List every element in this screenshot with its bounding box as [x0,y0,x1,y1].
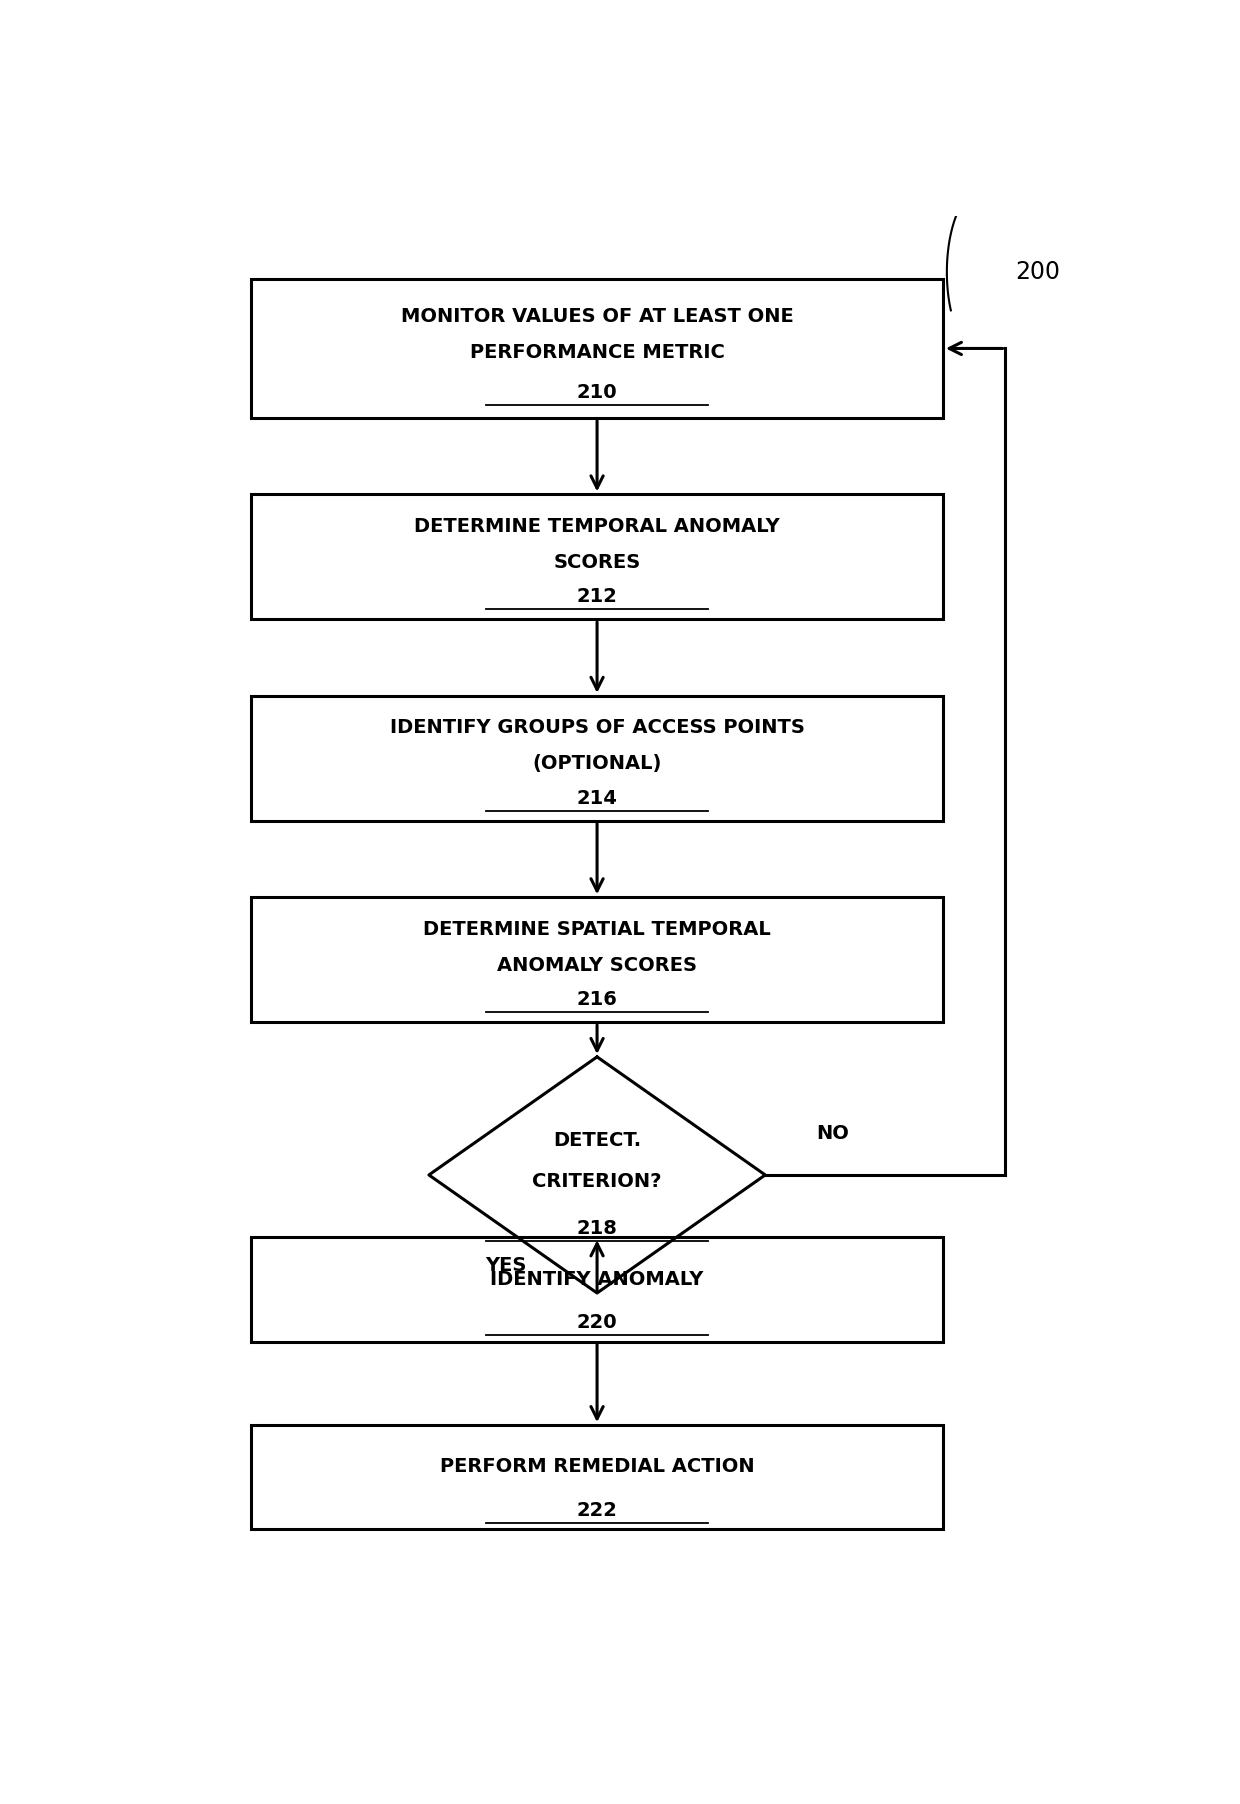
FancyBboxPatch shape [250,280,942,419]
Text: CRITERION?: CRITERION? [532,1173,662,1191]
Text: PERFORMANCE METRIC: PERFORMANCE METRIC [470,343,724,363]
Text: 216: 216 [577,990,618,1008]
Text: IDENTIFY GROUPS OF ACCESS POINTS: IDENTIFY GROUPS OF ACCESS POINTS [389,718,805,738]
Text: ANOMALY SCORES: ANOMALY SCORES [497,956,697,974]
Text: IDENTIFY ANOMALY: IDENTIFY ANOMALY [490,1270,704,1288]
FancyBboxPatch shape [250,897,942,1023]
Text: YES: YES [485,1256,527,1275]
Text: DETERMINE TEMPORAL ANOMALY: DETERMINE TEMPORAL ANOMALY [414,516,780,536]
Text: NO: NO [816,1124,849,1142]
Text: 218: 218 [577,1218,618,1238]
Text: 212: 212 [577,588,618,606]
FancyBboxPatch shape [250,1238,942,1342]
FancyBboxPatch shape [250,1425,942,1530]
Text: (OPTIONAL): (OPTIONAL) [532,754,662,774]
Text: 220: 220 [577,1313,618,1333]
Text: DETERMINE SPATIAL TEMPORAL: DETERMINE SPATIAL TEMPORAL [423,920,771,938]
Text: SCORES: SCORES [553,552,641,572]
FancyBboxPatch shape [250,494,942,619]
Text: DETECT.: DETECT. [553,1131,641,1149]
Text: 210: 210 [577,384,618,402]
FancyBboxPatch shape [250,696,942,821]
Text: 214: 214 [577,788,618,808]
Text: PERFORM REMEDIAL ACTION: PERFORM REMEDIAL ACTION [440,1458,754,1476]
Text: 200: 200 [1016,260,1060,283]
Text: 222: 222 [577,1501,618,1521]
Text: MONITOR VALUES OF AT LEAST ONE: MONITOR VALUES OF AT LEAST ONE [401,307,794,327]
